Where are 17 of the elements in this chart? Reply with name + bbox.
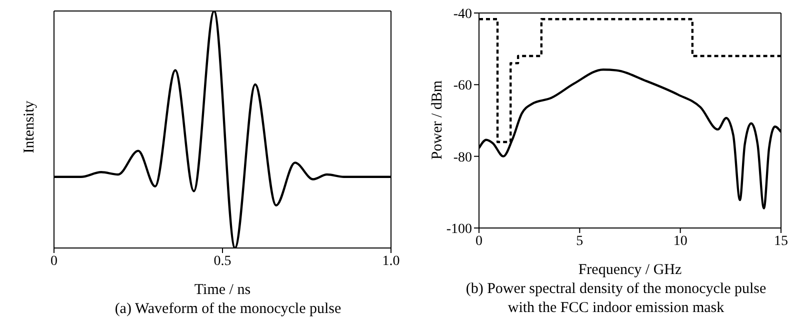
- y-tick-label: -100: [446, 222, 472, 237]
- x-tick-label: 10: [673, 234, 688, 249]
- x-tick-label: 0.5: [214, 254, 232, 269]
- y-axis-title: Intensity: [22, 100, 38, 153]
- text: (a) Waveform of the monocycle pulse: [114, 300, 342, 319]
- x-axis-title: Frequency / GHz: [578, 262, 682, 278]
- x-axis-title: Time / ns: [194, 282, 251, 298]
- x-tick-label: 5: [576, 234, 584, 249]
- y-tick-label: -80: [453, 150, 472, 166]
- x-tick-label: 0: [476, 234, 482, 249]
- x-tick-label: 15: [774, 234, 788, 249]
- x-tick-label: 1.0: [382, 254, 400, 269]
- y-axis-title: Power / dBm: [430, 80, 446, 160]
- y-tick-label: -40: [453, 6, 472, 22]
- x-tick-label: 0: [50, 254, 58, 269]
- text: (b) Power spectral density of the monocycle pulse with the FCC indoor emission mask: [464, 280, 768, 318]
- y-tick-label: -60: [453, 78, 472, 94]
